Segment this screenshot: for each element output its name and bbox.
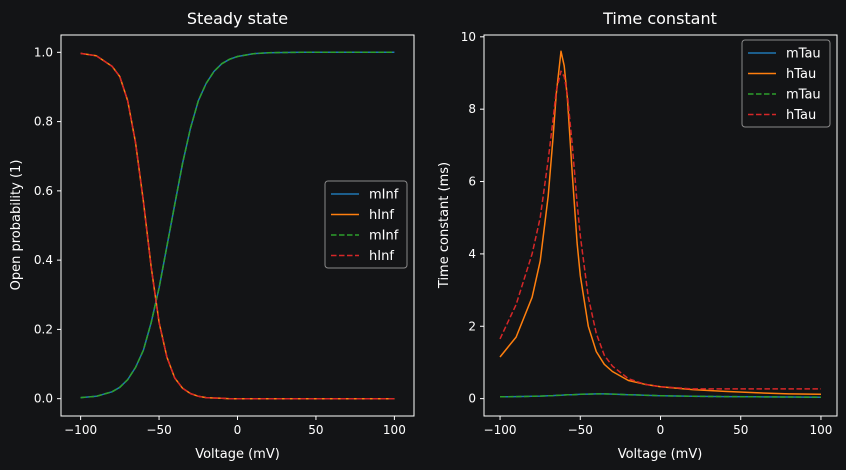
steady-state-x-tick-label: −50 xyxy=(146,423,171,437)
steady-state-x-tick-label: −100 xyxy=(64,423,97,437)
steady-state-plot: Steady state Voltage (mV) Open probabili… xyxy=(9,9,415,462)
time-constant-y-tick-label: 2 xyxy=(468,319,476,333)
steady-state-y-tick-label: 0.6 xyxy=(34,184,53,198)
time-constant-legend-label: hTau xyxy=(786,108,816,123)
time-constant-y-tick-label: 4 xyxy=(468,247,476,261)
time-constant-legend-box xyxy=(741,39,831,128)
time-constant-xlabel: Voltage (mV) xyxy=(618,447,703,462)
steady-state-y-tick-label: 0.0 xyxy=(34,392,53,406)
steady-state-xlabel: Voltage (mV) xyxy=(195,447,280,462)
time-constant-x-tick-label: −100 xyxy=(484,423,517,437)
time-constant-series-htau-dashed xyxy=(499,70,821,390)
steady-state-x-tick-label: 0 xyxy=(234,423,242,437)
steady-state-x-tick-label: 100 xyxy=(383,423,406,437)
steady-state-x-tick-label: 50 xyxy=(308,423,323,437)
time-constant-x-tick-label: 0 xyxy=(657,423,665,437)
steady-state-title: Steady state xyxy=(187,9,288,28)
steady-state-legend-label: mInf xyxy=(369,188,399,203)
time-constant-legend-label: mTau xyxy=(786,47,821,62)
steady-state-y-tick-label: 0.2 xyxy=(34,322,53,336)
time-constant-y-tick-label: 6 xyxy=(468,175,476,189)
time-constant-title: Time constant xyxy=(602,9,717,28)
time-constant-y-tick-label: 0 xyxy=(468,392,476,406)
steady-state-legend-box xyxy=(324,180,408,269)
steady-state-legend-label: mInf xyxy=(369,229,399,244)
time-constant-x-tick-label: 100 xyxy=(810,423,833,437)
steady-state-y-tick-label: 0.8 xyxy=(34,115,53,129)
steady-state-legend-label: hInf xyxy=(369,249,394,264)
steady-state-series-hinf-dashed xyxy=(80,52,395,400)
time-constant-plot: Time constant Voltage (mV) Time constant… xyxy=(437,9,838,462)
time-constant-x-tick-label: 50 xyxy=(733,423,748,437)
time-constant-ylabel: Time constant (ms) xyxy=(437,162,452,289)
steady-state-series-minf-dashed xyxy=(80,51,395,399)
steady-state-y-tick-label: 0.4 xyxy=(34,253,53,267)
steady-state-y-tick-label: 1.0 xyxy=(34,45,53,59)
time-constant-x-tick-label: −50 xyxy=(568,423,593,437)
steady-state-ylabel: Open probability (1) xyxy=(9,160,24,291)
steady-state-legend-label: hInf xyxy=(369,208,394,223)
time-constant-y-tick-label: 8 xyxy=(468,102,476,116)
time-constant-series-mtau-dashed xyxy=(499,393,822,398)
time-constant-y-tick-label: 10 xyxy=(461,30,476,44)
time-constant-legend-label: mTau xyxy=(786,88,821,103)
time-constant-legend-label: hTau xyxy=(786,67,816,82)
